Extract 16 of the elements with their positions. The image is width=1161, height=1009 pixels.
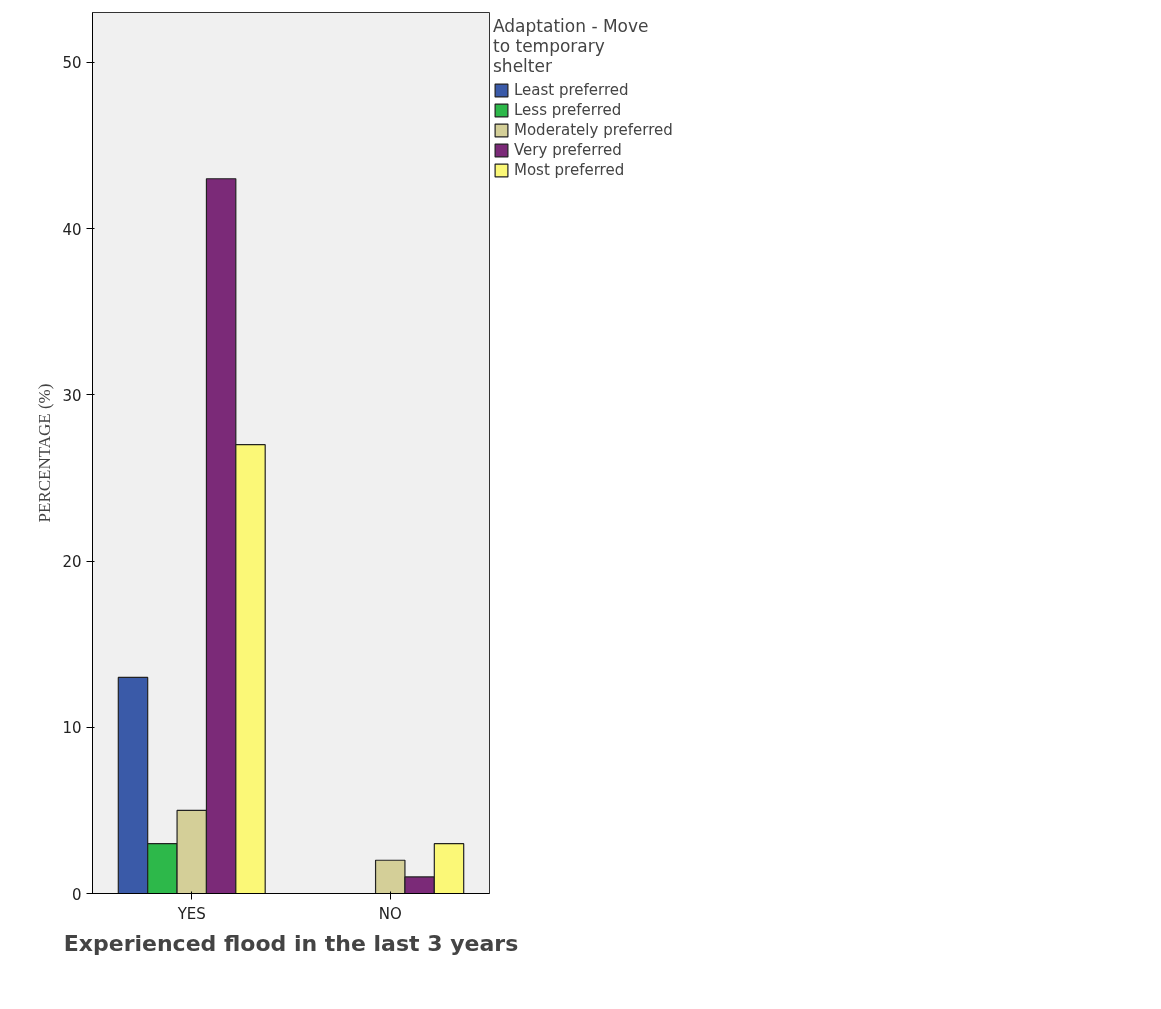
- legend-label: Moderately preferred: [514, 121, 673, 139]
- legend-label: Very preferred: [514, 141, 622, 159]
- legend-label: Less preferred: [514, 101, 622, 119]
- legend-label: Most preferred: [514, 161, 625, 179]
- y-tick-label: 20: [62, 553, 82, 572]
- y-tick-label: 30: [62, 386, 82, 405]
- x-axis-title: Experienced flood in the last 3 years: [63, 930, 519, 956]
- y-tick-label: 40: [62, 220, 82, 239]
- legend-title: Adaptation - Move to temporary shelter: [493, 16, 650, 76]
- y-tick-label: 0: [71, 885, 82, 904]
- x-tick-label: YES: [176, 904, 206, 923]
- y-tick-label: 50: [62, 54, 82, 73]
- y-tick-label: 10: [62, 719, 82, 738]
- y-axis-title: PERCENTAGE (%): [35, 383, 55, 523]
- x-tick-label: NO: [378, 904, 402, 923]
- legend-label: Least preferred: [514, 81, 629, 99]
